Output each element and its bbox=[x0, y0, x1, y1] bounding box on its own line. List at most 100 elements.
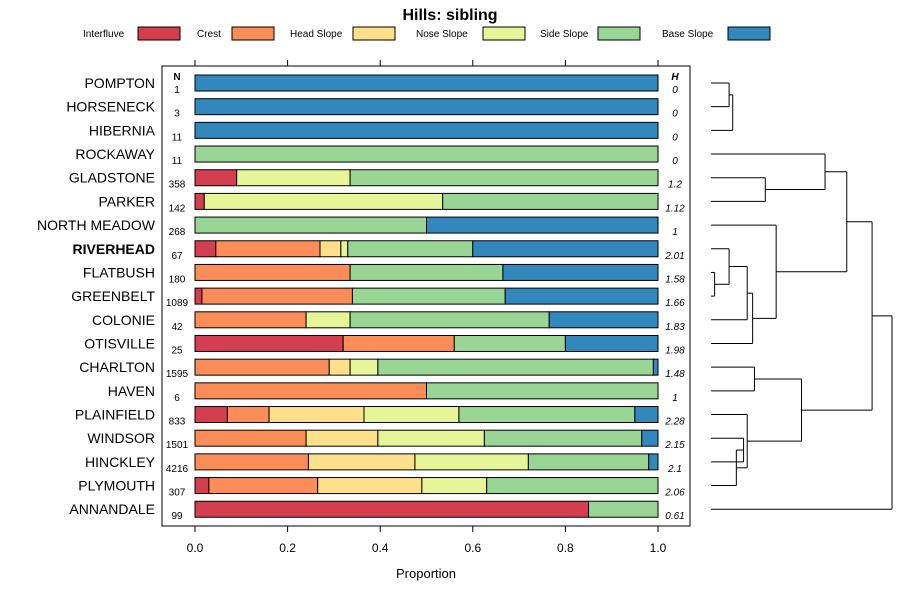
x-axis-label: Proportion bbox=[396, 566, 456, 581]
legend-swatch-1 bbox=[231, 26, 275, 41]
bar-segment bbox=[458, 406, 636, 424]
bar-segment bbox=[426, 382, 659, 400]
n-value: 25 bbox=[171, 345, 183, 356]
bar-segment bbox=[641, 429, 659, 447]
legend-swatch-3 bbox=[482, 26, 526, 41]
n-value: 307 bbox=[169, 488, 186, 499]
h-value: 1 bbox=[672, 393, 678, 404]
row-label: RIVERHEAD bbox=[73, 241, 155, 257]
bar-segment bbox=[307, 453, 416, 471]
bar-segment bbox=[486, 477, 659, 495]
row-label: PARKER bbox=[98, 193, 155, 209]
n-value: 1595 bbox=[166, 369, 189, 380]
bar-segment bbox=[349, 169, 659, 187]
row-label: HINCKLEY bbox=[85, 454, 156, 470]
bar-segment bbox=[215, 240, 321, 258]
h-value: 0.61 bbox=[665, 511, 684, 522]
bar-segment bbox=[194, 358, 330, 376]
bar-segment bbox=[194, 240, 217, 258]
bar-segment bbox=[194, 334, 344, 352]
bar-segment bbox=[472, 240, 659, 258]
bar-segment bbox=[305, 311, 351, 329]
legend-label-2: Head Slope bbox=[290, 29, 343, 40]
bar-segment bbox=[349, 358, 379, 376]
n-value: 833 bbox=[169, 417, 186, 428]
h-value: 0 bbox=[672, 85, 678, 96]
h-value: 2.06 bbox=[664, 488, 685, 499]
bar-segment bbox=[652, 358, 659, 376]
bar-segment bbox=[194, 74, 659, 92]
bar-segment bbox=[483, 429, 643, 447]
h-value: 1.12 bbox=[665, 203, 685, 214]
bar-segment bbox=[351, 287, 506, 305]
bar-segment bbox=[588, 500, 659, 518]
bar-segment bbox=[349, 263, 504, 281]
n-value: 99 bbox=[171, 511, 183, 522]
plot-frame bbox=[161, 65, 691, 527]
bar-segment bbox=[426, 216, 659, 234]
legend-label-0: Interfluve bbox=[83, 29, 125, 40]
bar-segment bbox=[226, 406, 270, 424]
bar-segment bbox=[317, 477, 423, 495]
bar-segment bbox=[236, 169, 351, 187]
h-value: 1.83 bbox=[665, 322, 685, 333]
x-tick-label: 0.0 bbox=[187, 541, 204, 555]
bars bbox=[194, 74, 659, 518]
row-label: HIBERNIA bbox=[89, 122, 156, 138]
row-label: HORSENECK bbox=[66, 99, 155, 115]
bar-segment bbox=[340, 240, 349, 258]
h-value: 2.15 bbox=[664, 440, 685, 451]
bar-segment bbox=[208, 477, 319, 495]
n-value: 11 bbox=[172, 156, 183, 167]
bar-segment bbox=[363, 406, 460, 424]
legend-label-5: Base Slope bbox=[662, 29, 714, 40]
legend-label-1: Crest bbox=[197, 29, 221, 40]
n-value: 268 bbox=[169, 227, 186, 238]
n-value: 1 bbox=[174, 85, 180, 96]
row-label: ROCKAWAY bbox=[75, 146, 155, 162]
bar-segment bbox=[421, 477, 488, 495]
bar-segment bbox=[194, 406, 228, 424]
x-tick-label: 0.2 bbox=[279, 541, 296, 555]
bar-segment bbox=[194, 500, 590, 518]
row-label: NORTH MEADOW bbox=[37, 217, 156, 233]
axes: 0.0 0.2 0.4 0.6 0.8 1.0 bbox=[187, 60, 667, 555]
row-label: COLONIE bbox=[92, 312, 155, 328]
h-value: 1.48 bbox=[665, 369, 685, 380]
dendrogram bbox=[711, 82, 893, 510]
x-tick-label: 0.6 bbox=[464, 541, 481, 555]
row-label: GLADSTONE bbox=[69, 170, 155, 186]
legend-swatch-2 bbox=[352, 26, 396, 41]
bar-segment bbox=[648, 453, 659, 471]
h-value: 1.58 bbox=[665, 274, 685, 285]
h-value: 1.2 bbox=[668, 180, 682, 191]
bar-segment bbox=[203, 192, 444, 210]
h-value: 0 bbox=[672, 132, 678, 143]
h-value: 2.01 bbox=[664, 251, 684, 262]
row-label: OTISVILLE bbox=[84, 335, 155, 351]
legend-label-3: Nose Slope bbox=[416, 29, 468, 40]
h-value: 1.66 bbox=[665, 298, 685, 309]
legend: Interfluve Crest Head Slope Nose Slope Side … bbox=[83, 26, 771, 41]
bar-segment bbox=[564, 334, 659, 352]
n-value: 3 bbox=[174, 109, 180, 120]
n-value: 4216 bbox=[166, 464, 189, 475]
legend-swatch-4 bbox=[597, 26, 641, 41]
bar-segment bbox=[634, 406, 659, 424]
legend-swatch-0 bbox=[137, 26, 181, 41]
legend-label-4: Side Slope bbox=[540, 29, 589, 40]
h-value: 2.1 bbox=[667, 464, 682, 475]
row-label: CHARLTON bbox=[79, 359, 155, 375]
n-value: 1089 bbox=[166, 298, 189, 309]
bar-segment bbox=[349, 311, 550, 329]
bar-segment bbox=[504, 287, 659, 305]
bar-segment bbox=[194, 429, 307, 447]
row-label: FLATBUSH bbox=[83, 264, 155, 280]
n-value: 142 bbox=[169, 203, 186, 214]
bar-segment bbox=[548, 311, 659, 329]
bar-segment bbox=[377, 429, 485, 447]
h-value: 2.28 bbox=[664, 417, 685, 428]
row-label: PLAINFIELD bbox=[75, 407, 155, 423]
n-value: 1501 bbox=[166, 440, 189, 451]
